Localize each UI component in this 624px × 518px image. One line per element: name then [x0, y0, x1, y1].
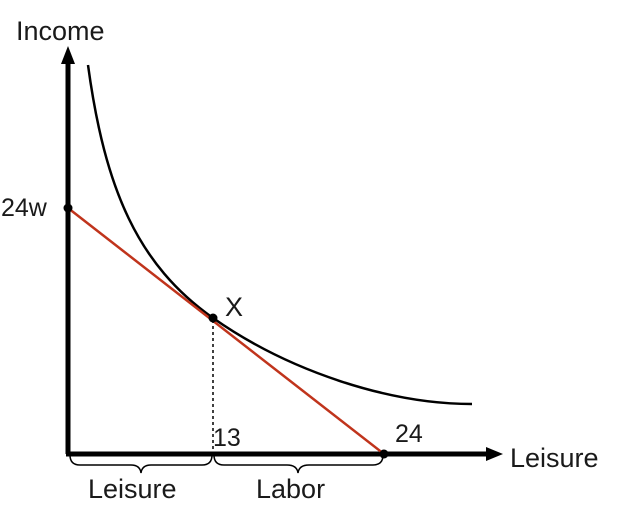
x-axis-label: Leisure	[510, 443, 599, 473]
tangent-x-label: 13	[213, 424, 241, 452]
leisure-bracket	[69, 454, 213, 474]
tangency-point-x	[208, 313, 218, 323]
y-axis-arrowhead	[61, 46, 75, 64]
labor-bracket-label: Labor	[256, 474, 325, 504]
labor-bracket	[213, 454, 384, 474]
y-intercept-point	[63, 203, 73, 213]
budget-line	[67, 207, 385, 455]
indifference-curve	[86, 64, 473, 406]
y-axis-label: Income	[16, 16, 105, 46]
x-intercept-label: 24	[395, 420, 423, 448]
point-x-label: X	[225, 292, 243, 322]
x-intercept-point	[379, 449, 389, 459]
leisure-bracket-label: Leisure	[88, 474, 177, 504]
y-intercept-label: 24w	[1, 194, 48, 222]
x-axis-arrowhead	[486, 447, 503, 461]
